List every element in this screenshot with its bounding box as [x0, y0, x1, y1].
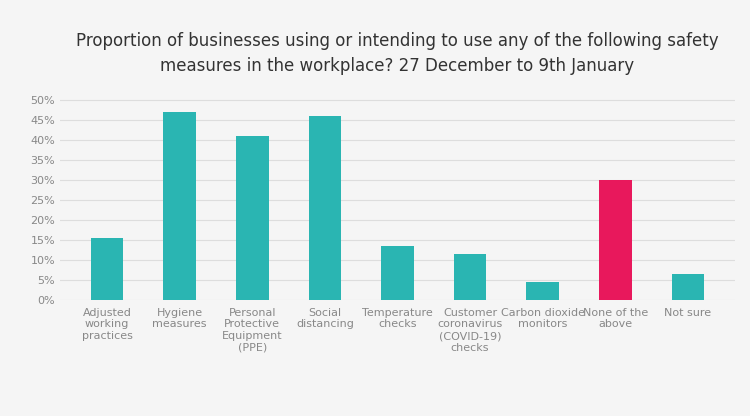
Bar [672, 274, 704, 300]
Bar [381, 245, 414, 300]
Bar [454, 253, 487, 300]
Bar [91, 238, 123, 300]
Bar [526, 282, 559, 300]
Bar [236, 136, 268, 300]
Bar [599, 180, 632, 300]
Title: Proportion of businesses using or intending to use any of the following safety
m: Proportion of businesses using or intend… [76, 32, 718, 75]
Bar [164, 111, 196, 300]
Bar [308, 116, 341, 300]
